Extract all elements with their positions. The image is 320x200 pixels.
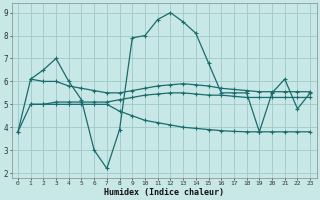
X-axis label: Humidex (Indice chaleur): Humidex (Indice chaleur) [104,188,224,197]
